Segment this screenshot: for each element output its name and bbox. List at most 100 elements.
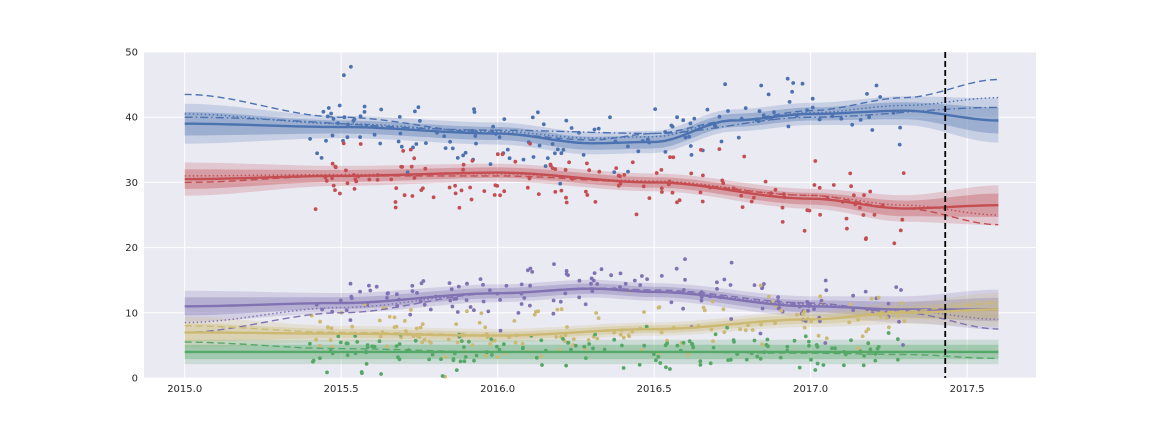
purple-point: [824, 288, 828, 292]
red-point: [564, 196, 568, 200]
purple-point: [729, 283, 733, 287]
blue-point: [818, 118, 822, 122]
green-point: [472, 359, 476, 363]
red-point: [584, 190, 588, 194]
green-point: [798, 366, 802, 370]
green-point: [664, 343, 668, 347]
yellow-point: [627, 333, 631, 337]
yellow-point: [760, 343, 764, 347]
green-point: [709, 361, 713, 365]
blue-point: [582, 153, 586, 157]
red-point: [470, 198, 474, 202]
yellow-point: [480, 311, 484, 315]
purple-point: [349, 318, 353, 322]
green-point: [876, 347, 880, 351]
yellow-point: [825, 336, 829, 340]
yellow-point: [803, 326, 807, 330]
purple-point: [386, 292, 390, 296]
blue-point: [626, 170, 630, 174]
blue-point: [671, 125, 675, 129]
green-point: [427, 358, 431, 362]
blue-point: [400, 145, 404, 149]
yellow-point: [738, 327, 742, 331]
y-tick-label: 20: [125, 243, 138, 254]
green-point: [654, 358, 658, 362]
red-point: [805, 208, 809, 212]
blue-point: [687, 135, 691, 139]
yellow-point: [326, 325, 330, 329]
blue-point: [546, 156, 550, 160]
red-point: [471, 159, 475, 163]
purple-point: [901, 343, 905, 347]
red-point: [528, 142, 532, 146]
purple-point: [715, 287, 719, 291]
blue-point: [349, 65, 353, 69]
green-point: [464, 355, 468, 359]
purple-point: [589, 282, 593, 286]
yellow-point: [378, 319, 382, 323]
purple-point: [488, 288, 492, 292]
red-point: [453, 184, 457, 188]
yellow-point: [622, 336, 626, 340]
purple-point: [456, 310, 460, 314]
blue-point: [329, 112, 333, 116]
red-point: [498, 193, 502, 197]
green-point: [398, 342, 402, 346]
red-point: [720, 179, 724, 183]
green-point: [642, 344, 646, 348]
purple-point: [349, 282, 353, 286]
blue-point: [689, 144, 693, 148]
red-point: [585, 162, 589, 166]
blue-point: [811, 97, 815, 101]
red-point: [332, 184, 336, 188]
blue-point: [744, 106, 748, 110]
yellow-point: [795, 313, 799, 317]
red-point: [359, 142, 363, 146]
green-point: [452, 357, 456, 361]
blue-point: [508, 156, 512, 160]
red-point: [701, 200, 705, 204]
yellow-point: [465, 309, 469, 313]
green-point: [726, 358, 730, 362]
red-point: [594, 200, 598, 204]
green-point: [714, 332, 718, 336]
red-point: [493, 193, 497, 197]
red-point: [334, 165, 338, 169]
red-point: [423, 167, 427, 171]
yellow-point: [722, 330, 726, 334]
blue-point: [502, 117, 506, 121]
blue-point: [767, 93, 771, 97]
yellow-point: [722, 307, 726, 311]
blue-point: [553, 151, 557, 155]
purple-point: [520, 302, 524, 306]
yellow-point: [447, 338, 451, 342]
blue-point: [681, 118, 685, 122]
red-point: [718, 147, 722, 151]
purple-point: [530, 270, 534, 274]
blue-point: [444, 146, 448, 150]
red-point: [354, 180, 358, 184]
purple-point: [385, 296, 389, 300]
yellow-point: [751, 328, 755, 332]
green-point: [668, 367, 672, 371]
green-point: [869, 347, 873, 351]
purple-point: [595, 282, 599, 286]
blue-point: [373, 133, 377, 137]
purple-point: [411, 289, 415, 293]
yellow-point: [856, 318, 860, 322]
blue-point: [536, 110, 540, 114]
red-point: [900, 218, 904, 222]
yellow-point: [595, 337, 599, 341]
blue-point: [473, 134, 477, 138]
red-point: [752, 196, 756, 200]
x-tick-label: 2015.0: [167, 384, 202, 395]
yellow-point: [443, 355, 447, 359]
yellow-point: [861, 334, 865, 338]
yellow-point: [885, 316, 889, 320]
purple-point: [618, 285, 622, 289]
purple-point: [759, 332, 763, 336]
purple-point: [520, 283, 524, 287]
purple-point: [683, 278, 687, 282]
red-point: [461, 168, 465, 172]
